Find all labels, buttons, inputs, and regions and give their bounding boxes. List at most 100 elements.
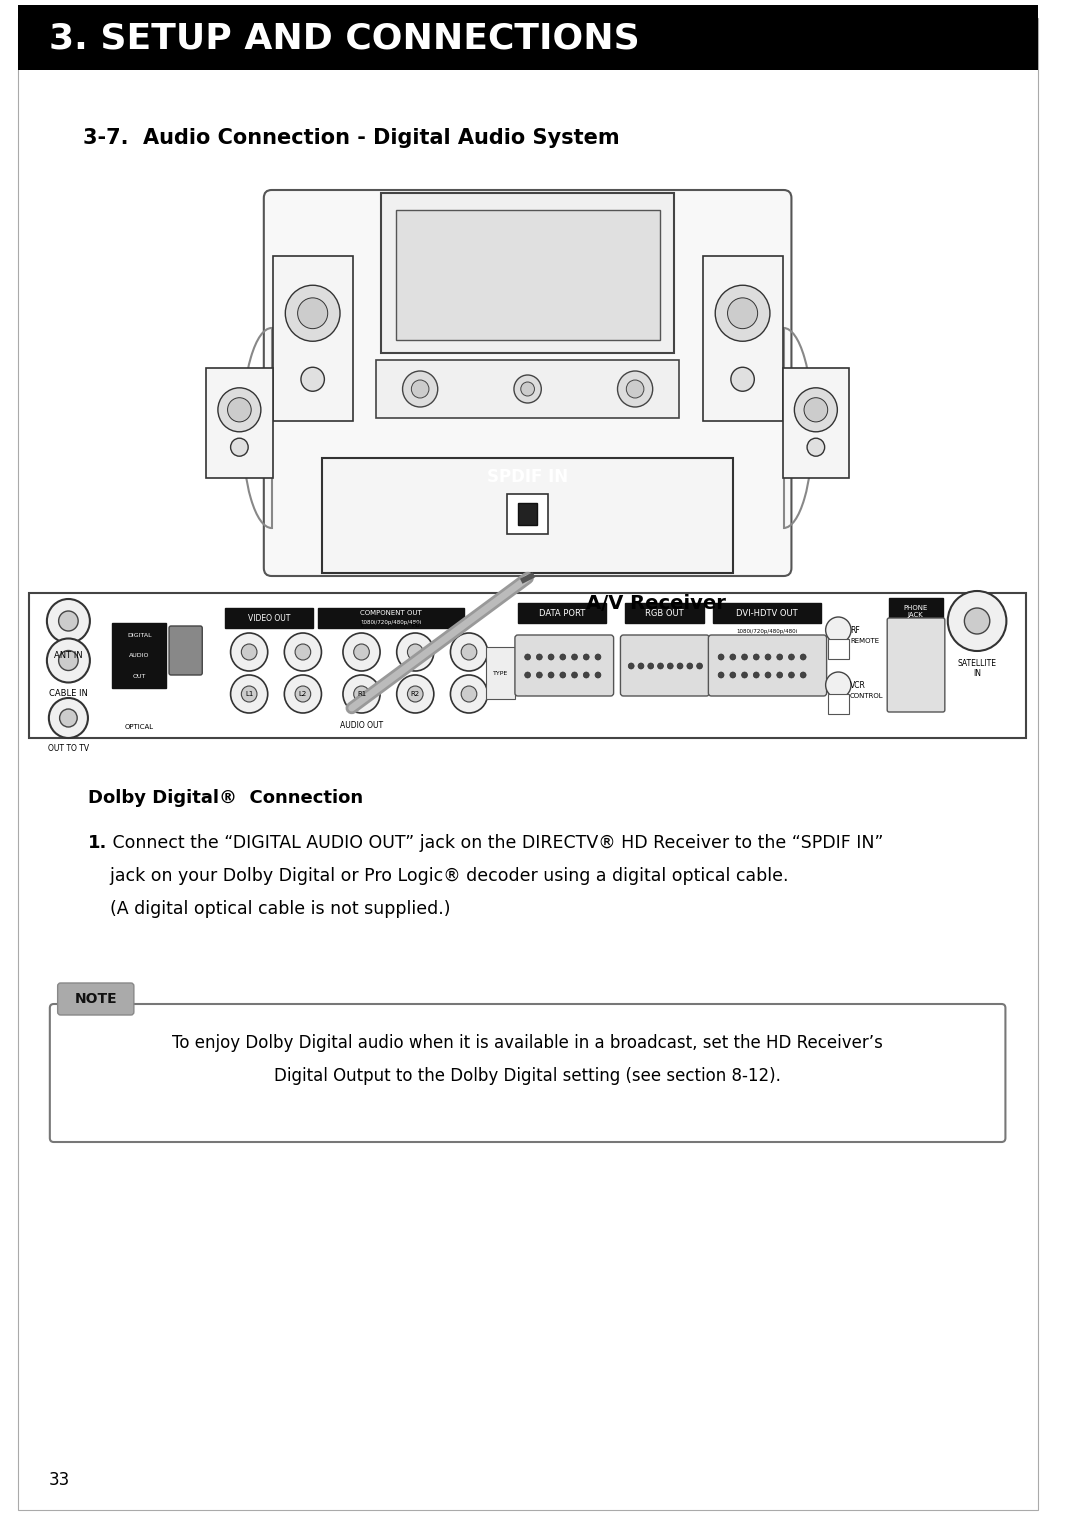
FancyBboxPatch shape bbox=[508, 494, 549, 533]
FancyBboxPatch shape bbox=[57, 983, 134, 1015]
Text: 3-7.  Audio Connection - Digital Audio System: 3-7. Audio Connection - Digital Audio Sy… bbox=[83, 128, 620, 148]
Text: Dolby Digital®  Connection: Dolby Digital® Connection bbox=[87, 788, 363, 807]
Text: OUT TO TV: OUT TO TV bbox=[48, 744, 89, 753]
Text: OUT: OUT bbox=[133, 674, 146, 678]
Circle shape bbox=[800, 672, 806, 678]
FancyBboxPatch shape bbox=[50, 1004, 1005, 1141]
Circle shape bbox=[595, 654, 600, 660]
Text: Pr: Pr bbox=[465, 622, 472, 628]
Circle shape bbox=[343, 675, 380, 714]
FancyBboxPatch shape bbox=[395, 209, 660, 341]
Circle shape bbox=[295, 643, 311, 660]
FancyBboxPatch shape bbox=[272, 255, 353, 420]
Text: Pb: Pb bbox=[411, 622, 419, 628]
Circle shape bbox=[742, 672, 747, 678]
Circle shape bbox=[697, 663, 702, 669]
FancyBboxPatch shape bbox=[515, 636, 613, 695]
Circle shape bbox=[343, 633, 380, 671]
Text: Connect the “DIGITAL AUDIO OUT” jack on the DIRECTV® HD Receiver to the “SPDIF I: Connect the “DIGITAL AUDIO OUT” jack on … bbox=[108, 834, 883, 853]
Text: JACK: JACK bbox=[907, 613, 923, 617]
Text: RF: RF bbox=[850, 625, 860, 634]
Text: CABLE IN: CABLE IN bbox=[49, 689, 87, 697]
Circle shape bbox=[231, 439, 248, 457]
Text: SPDIF IN: SPDIF IN bbox=[487, 468, 568, 486]
Text: 33: 33 bbox=[49, 1471, 70, 1488]
Circle shape bbox=[450, 633, 487, 671]
Text: 1080i/720p/480p/480i: 1080i/720p/480p/480i bbox=[361, 619, 421, 625]
Circle shape bbox=[795, 388, 837, 432]
Circle shape bbox=[549, 654, 554, 660]
Circle shape bbox=[241, 643, 257, 660]
Text: TYPE: TYPE bbox=[492, 671, 508, 675]
Circle shape bbox=[218, 388, 261, 432]
Circle shape bbox=[295, 686, 311, 701]
Circle shape bbox=[788, 654, 795, 660]
FancyBboxPatch shape bbox=[827, 639, 849, 659]
Circle shape bbox=[49, 698, 87, 738]
Circle shape bbox=[677, 663, 683, 669]
Text: SATELLITE: SATELLITE bbox=[958, 659, 997, 668]
Circle shape bbox=[571, 672, 578, 678]
Circle shape bbox=[728, 298, 758, 329]
Circle shape bbox=[964, 608, 989, 634]
Text: 3. SETUP AND CONNECTIONS: 3. SETUP AND CONNECTIONS bbox=[49, 21, 639, 55]
Text: R2: R2 bbox=[410, 691, 420, 697]
Text: A/V Receiver: A/V Receiver bbox=[586, 593, 726, 613]
Circle shape bbox=[461, 686, 476, 701]
Circle shape bbox=[396, 675, 434, 714]
Text: (A digital optical cable is not supplied.): (A digital optical cable is not supplied… bbox=[87, 900, 450, 918]
FancyBboxPatch shape bbox=[376, 361, 679, 419]
FancyBboxPatch shape bbox=[206, 368, 272, 478]
Circle shape bbox=[525, 654, 530, 660]
Circle shape bbox=[559, 672, 566, 678]
Circle shape bbox=[407, 686, 423, 701]
Text: AUDIO: AUDIO bbox=[129, 652, 149, 659]
Text: Y: Y bbox=[360, 622, 364, 628]
Circle shape bbox=[626, 380, 644, 397]
Text: 1080i/720p/480p/480i: 1080i/720p/480p/480i bbox=[737, 630, 797, 634]
Circle shape bbox=[537, 672, 542, 678]
Circle shape bbox=[537, 654, 542, 660]
Bar bbox=[713, 604, 821, 623]
Circle shape bbox=[731, 367, 754, 391]
FancyBboxPatch shape bbox=[702, 255, 783, 420]
FancyBboxPatch shape bbox=[620, 636, 710, 695]
Bar bbox=[112, 623, 166, 688]
Circle shape bbox=[742, 654, 747, 660]
Circle shape bbox=[301, 367, 324, 391]
Circle shape bbox=[228, 397, 252, 422]
Circle shape bbox=[687, 663, 692, 669]
Text: CONTROL: CONTROL bbox=[850, 694, 883, 698]
Text: L2: L2 bbox=[299, 691, 307, 697]
FancyBboxPatch shape bbox=[783, 368, 849, 478]
Circle shape bbox=[59, 709, 77, 727]
Text: OPTICAL: OPTICAL bbox=[124, 724, 153, 730]
Circle shape bbox=[46, 639, 90, 683]
FancyBboxPatch shape bbox=[708, 636, 826, 695]
Circle shape bbox=[638, 663, 644, 669]
Text: Digital Output to the Dolby Digital setting (see section 8-12).: Digital Output to the Dolby Digital sett… bbox=[274, 1067, 781, 1085]
Circle shape bbox=[777, 672, 783, 678]
Circle shape bbox=[231, 675, 268, 714]
Text: DATA PORT: DATA PORT bbox=[539, 608, 585, 617]
Circle shape bbox=[765, 654, 771, 660]
Text: COMPONENT OUT: COMPONENT OUT bbox=[360, 610, 421, 616]
Circle shape bbox=[571, 654, 578, 660]
Circle shape bbox=[559, 654, 566, 660]
FancyBboxPatch shape bbox=[323, 458, 733, 573]
Circle shape bbox=[715, 286, 770, 341]
Text: 1.: 1. bbox=[87, 834, 107, 853]
Circle shape bbox=[648, 663, 653, 669]
Circle shape bbox=[718, 654, 724, 660]
Circle shape bbox=[765, 672, 771, 678]
Bar bbox=[225, 608, 313, 628]
FancyBboxPatch shape bbox=[486, 646, 515, 698]
Circle shape bbox=[777, 654, 783, 660]
Text: RGB OUT: RGB OUT bbox=[645, 608, 684, 617]
Circle shape bbox=[718, 672, 724, 678]
Circle shape bbox=[411, 380, 429, 397]
Circle shape bbox=[403, 371, 437, 406]
Text: L1: L1 bbox=[245, 691, 254, 697]
Circle shape bbox=[396, 633, 434, 671]
Circle shape bbox=[58, 611, 78, 631]
